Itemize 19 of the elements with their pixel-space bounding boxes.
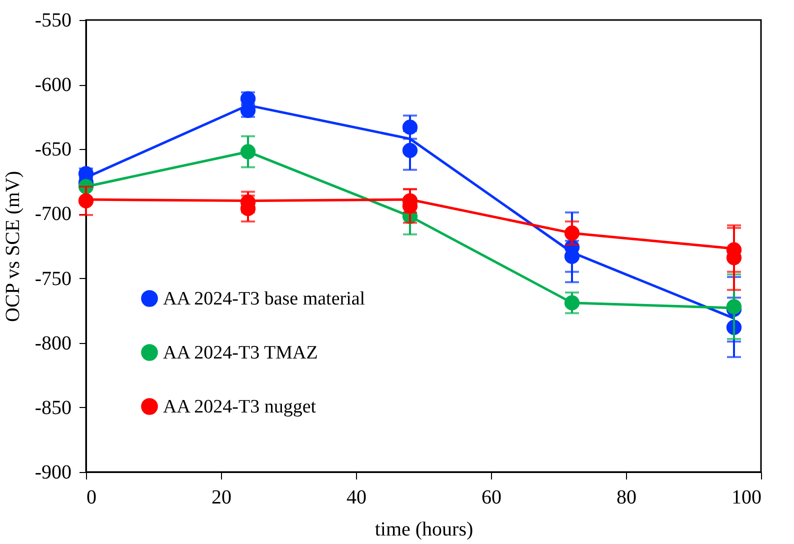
- legend-label: AA 2024-T3 base material: [163, 288, 366, 310]
- y-tick-label: -850: [34, 396, 72, 419]
- y-tick-label: -800: [34, 332, 72, 354]
- x-tick-label: 60: [482, 486, 502, 508]
- x-tick-label: 0: [86, 486, 96, 508]
- y-tick-label: -750: [34, 268, 72, 290]
- legend-label: AA 2024-T3 nugget: [163, 396, 317, 418]
- y-tick-label: -700: [34, 203, 72, 226]
- x-tick-label: 20: [212, 486, 232, 508]
- x-tick-label: 80: [616, 486, 636, 508]
- y-tick-label: -650: [34, 138, 72, 161]
- y-tick-label: -900: [34, 462, 72, 484]
- legend-label: AA 2024-T3 TMAZ: [163, 342, 318, 364]
- x-tick-label: 100: [732, 486, 762, 508]
- y-tick-label: -600: [34, 74, 72, 96]
- y-axis-title: OCP vs SCE (mV): [2, 171, 24, 322]
- x-axis-title: time (hours): [374, 518, 474, 540]
- x-tick-label: 40: [346, 486, 366, 508]
- y-tick-label: -550: [34, 10, 72, 32]
